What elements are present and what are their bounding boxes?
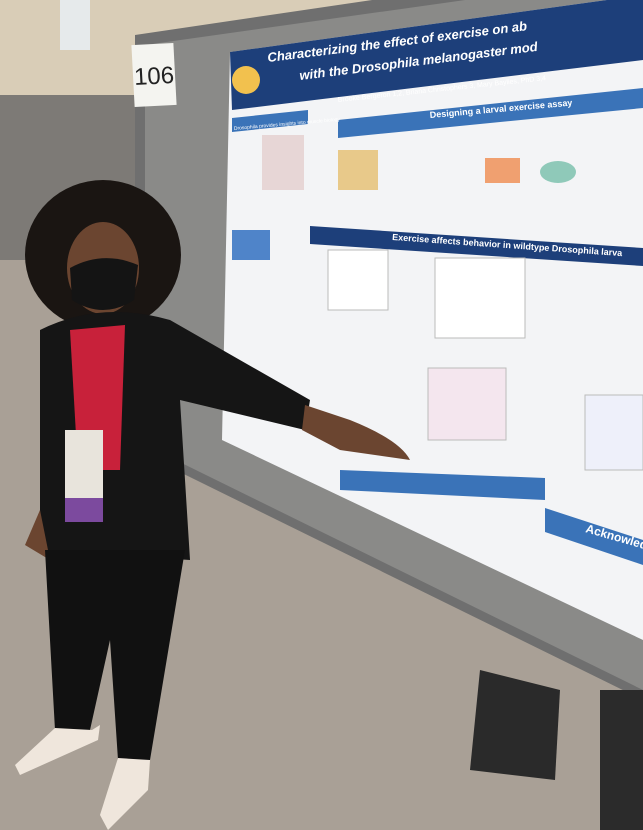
shoe — [100, 758, 150, 830]
figure — [338, 150, 378, 190]
section-bar — [340, 470, 545, 500]
section-bar — [338, 88, 643, 138]
hand — [25, 510, 50, 560]
plot — [327, 249, 389, 311]
person-behind — [470, 670, 560, 780]
stand — [600, 690, 643, 830]
mask — [70, 258, 138, 310]
figure — [540, 161, 576, 183]
light — [60, 0, 90, 50]
badge-ribbon — [65, 498, 103, 522]
section-bar — [310, 226, 643, 266]
plot — [434, 257, 526, 339]
number-card — [131, 42, 177, 108]
figure — [232, 230, 270, 260]
trousers — [45, 550, 185, 760]
section-bar — [545, 508, 643, 565]
figure — [262, 135, 304, 190]
board-number: 106 — [133, 62, 174, 91]
poster-header — [230, 0, 643, 110]
logo — [232, 66, 260, 94]
plot — [427, 367, 507, 441]
section-bar — [232, 110, 308, 132]
hand — [302, 405, 410, 460]
plot — [584, 394, 643, 471]
figure — [485, 158, 520, 183]
shoe — [15, 725, 100, 775]
